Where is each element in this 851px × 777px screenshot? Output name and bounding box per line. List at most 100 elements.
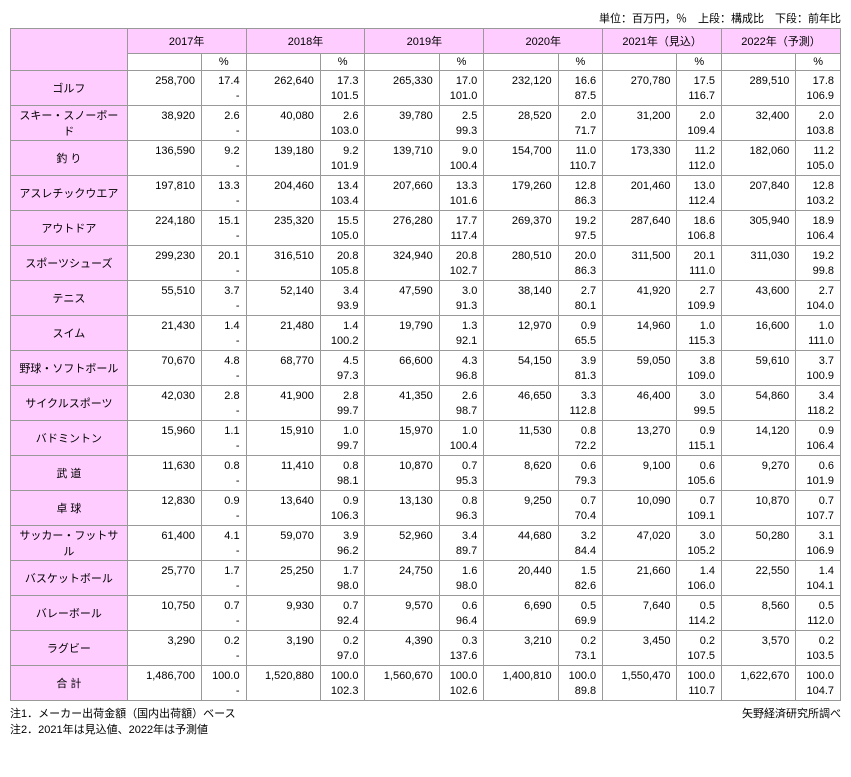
yoy-4-3: 97.5 [558,228,603,246]
pct-1-0: 2.6 [202,106,247,124]
val-10-3: 11,530 [484,421,558,439]
yoy-6-2: 91.3 [439,298,484,316]
yoy-10-3: 72.2 [558,438,603,456]
pct-9-4: 3.0 [677,386,722,404]
valblank-10-1 [246,438,320,456]
yoy-1-5: 103.8 [796,123,841,141]
val-13-0: 61,400 [127,526,201,544]
yoy-12-5: 107.7 [796,508,841,526]
pct-3-3: 12.8 [558,176,603,194]
pct-16-0: 0.2 [202,631,247,649]
valblank-2-0 [127,158,201,176]
yoy-1-3: 71.7 [558,123,603,141]
yoy-17-0: - [202,683,247,701]
yoy-1-0: - [202,123,247,141]
row-label-10: バドミントン [11,421,128,456]
val-4-5: 305,940 [722,211,796,229]
valblank-10-3 [484,438,558,456]
yoy-12-3: 70.4 [558,508,603,526]
valblank-5-2 [365,263,439,281]
val-4-1: 235,320 [246,211,320,229]
pct-12-3: 0.7 [558,491,603,509]
val-13-4: 47,020 [603,526,677,544]
valblank-11-3 [484,473,558,491]
val-9-3: 46,650 [484,386,558,404]
note-1: 注1．メーカー出荷金額（国内出荷額）ベース [10,705,841,721]
yoy-11-5: 101.9 [796,473,841,491]
pct-head-4: % [677,54,722,71]
yoy-6-0: - [202,298,247,316]
valblank-14-0 [127,578,201,596]
yoy-9-1: 99.7 [320,403,365,421]
yoy-4-4: 106.8 [677,228,722,246]
yoy-9-0: - [202,403,247,421]
valblank-14-5 [722,578,796,596]
val-2-5: 182,060 [722,141,796,159]
valblank-5-4 [603,263,677,281]
yoy-15-4: 114.2 [677,613,722,631]
val-1-5: 32,400 [722,106,796,124]
yoy-12-0: - [202,508,247,526]
pct-17-1: 100.0 [320,666,365,684]
valblank-11-5 [722,473,796,491]
yoy-8-4: 109.0 [677,368,722,386]
pct-15-0: 0.7 [202,596,247,614]
pct-14-2: 1.6 [439,561,484,579]
valblank-13-2 [365,543,439,561]
val-5-5: 311,030 [722,246,796,264]
val-15-5: 8,560 [722,596,796,614]
yoy-8-5: 100.9 [796,368,841,386]
pct-7-1: 1.4 [320,316,365,334]
valblank-5-1 [246,263,320,281]
pct-1-4: 2.0 [677,106,722,124]
year-head-0: 2017年 [127,29,246,54]
pct-13-5: 3.1 [796,526,841,544]
row-label-13: サッカー・フットサル [11,526,128,561]
val-1-4: 31,200 [603,106,677,124]
valblank-8-2 [365,368,439,386]
valblank-16-1 [246,648,320,666]
val-7-4: 14,960 [603,316,677,334]
row-label-15: バレーボール [11,596,128,631]
val-17-5: 1,622,670 [722,666,796,684]
yoy-12-2: 96.3 [439,508,484,526]
yoy-10-5: 106.4 [796,438,841,456]
valblank-16-3 [484,648,558,666]
pct-16-1: 0.2 [320,631,365,649]
val-8-4: 59,050 [603,351,677,369]
valblank-17-5 [722,683,796,701]
yoy-6-3: 80.1 [558,298,603,316]
pct-10-1: 1.0 [320,421,365,439]
pct-14-3: 1.5 [558,561,603,579]
yoy-4-0: - [202,228,247,246]
yoy-5-2: 102.7 [439,263,484,281]
pct-10-2: 1.0 [439,421,484,439]
val-16-5: 3,570 [722,631,796,649]
val-17-1: 1,520,880 [246,666,320,684]
val-1-1: 40,080 [246,106,320,124]
val-0-5: 289,510 [722,71,796,89]
pct-4-5: 18.9 [796,211,841,229]
val-4-0: 224,180 [127,211,201,229]
val-9-2: 41,350 [365,386,439,404]
yoy-15-1: 92.4 [320,613,365,631]
yoy-11-1: 98.1 [320,473,365,491]
pct-1-3: 2.0 [558,106,603,124]
pct-10-5: 0.9 [796,421,841,439]
pct-13-0: 4.1 [202,526,247,544]
pct-6-1: 3.4 [320,281,365,299]
val-6-4: 41,920 [603,281,677,299]
yoy-16-0: - [202,648,247,666]
yoy-14-2: 98.0 [439,578,484,596]
pct-8-2: 4.3 [439,351,484,369]
yoy-7-5: 111.0 [796,333,841,351]
pct-10-0: 1.1 [202,421,247,439]
pct-2-1: 9.2 [320,141,365,159]
val-7-3: 12,970 [484,316,558,334]
val-3-4: 201,460 [603,176,677,194]
val-10-1: 15,910 [246,421,320,439]
valblank-11-2 [365,473,439,491]
val-3-2: 207,660 [365,176,439,194]
yoy-4-1: 105.0 [320,228,365,246]
yoy-8-2: 96.8 [439,368,484,386]
